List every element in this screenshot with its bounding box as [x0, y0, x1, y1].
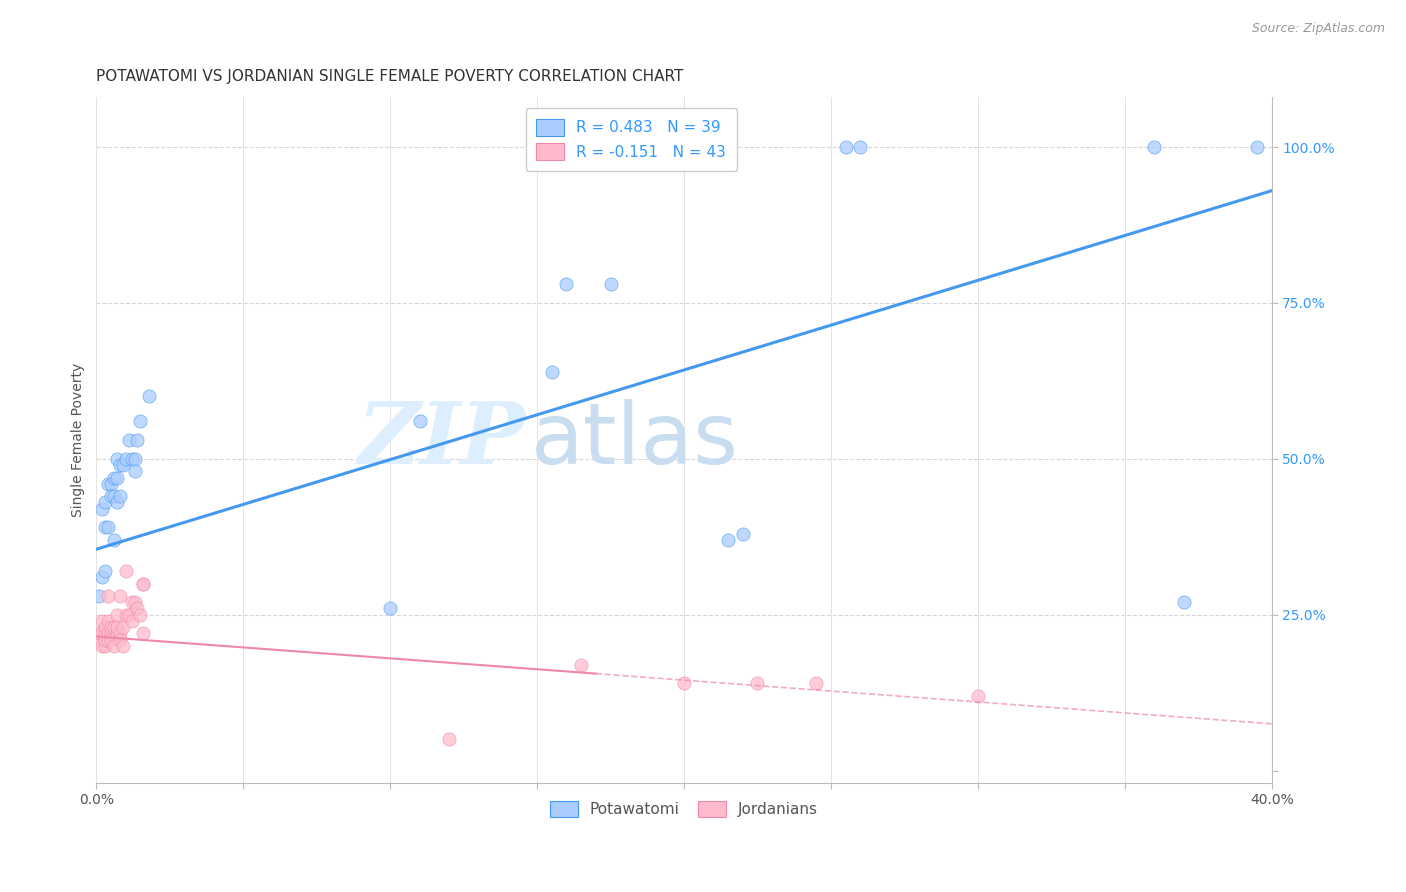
Point: [380, 601, 402, 615]
Point: [91, 639, 114, 653]
Point: [103, 470, 125, 484]
Point: [114, 564, 136, 578]
Point: [1143, 140, 1166, 154]
Point: [124, 451, 146, 466]
Point: [108, 458, 131, 472]
Text: POTAWATOMI VS JORDANIAN SINGLE FEMALE POVERTY CORRELATION CHART: POTAWATOMI VS JORDANIAN SINGLE FEMALE PO…: [97, 69, 683, 84]
Point: [1246, 140, 1268, 154]
Point: [105, 607, 128, 622]
Point: [118, 433, 141, 447]
Point: [97, 589, 120, 603]
Point: [127, 601, 149, 615]
Point: [105, 620, 128, 634]
Point: [121, 451, 143, 466]
Point: [121, 614, 143, 628]
Point: [111, 639, 134, 653]
Point: [747, 676, 769, 690]
Point: [91, 570, 114, 584]
Point: [103, 620, 125, 634]
Point: [89, 589, 111, 603]
Point: [100, 632, 122, 647]
Point: [97, 614, 120, 628]
Point: [108, 632, 131, 647]
Point: [97, 626, 120, 640]
Point: [105, 495, 128, 509]
Point: [111, 458, 134, 472]
Point: [540, 365, 562, 379]
Point: [94, 564, 117, 578]
Point: [555, 277, 578, 292]
Point: [673, 676, 696, 690]
Point: [121, 595, 143, 609]
Point: [105, 451, 128, 466]
Point: [717, 533, 740, 547]
Point: [105, 470, 128, 484]
Point: [100, 626, 122, 640]
Point: [105, 626, 128, 640]
Point: [94, 626, 117, 640]
Point: [114, 607, 136, 622]
Point: [437, 732, 460, 747]
Point: [91, 501, 114, 516]
Point: [1173, 595, 1195, 609]
Text: ZIP: ZIP: [357, 399, 526, 482]
Point: [108, 489, 131, 503]
Point: [599, 277, 621, 292]
Point: [834, 140, 856, 154]
Point: [94, 520, 117, 534]
Point: [91, 626, 114, 640]
Point: [103, 489, 125, 503]
Point: [132, 576, 155, 591]
Point: [108, 626, 131, 640]
Point: [569, 657, 592, 672]
Point: [97, 520, 120, 534]
Point: [103, 639, 125, 653]
Point: [94, 620, 117, 634]
Point: [100, 489, 122, 503]
Point: [118, 607, 141, 622]
Point: [89, 632, 111, 647]
Point: [124, 464, 146, 478]
Point: [103, 533, 125, 547]
Point: [731, 526, 754, 541]
Point: [91, 614, 114, 628]
Point: [108, 589, 131, 603]
Point: [138, 389, 160, 403]
Point: [408, 414, 430, 428]
Point: [97, 476, 120, 491]
Point: [97, 632, 120, 647]
Point: [132, 626, 155, 640]
Point: [111, 620, 134, 634]
Point: [89, 626, 111, 640]
Y-axis label: Single Female Poverty: Single Female Poverty: [72, 363, 86, 517]
Point: [114, 451, 136, 466]
Text: Source: ZipAtlas.com: Source: ZipAtlas.com: [1251, 22, 1385, 36]
Point: [124, 595, 146, 609]
Point: [94, 639, 117, 653]
Point: [100, 620, 122, 634]
Point: [967, 689, 990, 703]
Point: [127, 433, 149, 447]
Point: [94, 632, 117, 647]
Point: [129, 414, 152, 428]
Legend: Potawatomi, Jordanians: Potawatomi, Jordanians: [544, 795, 824, 823]
Point: [132, 576, 155, 591]
Text: atlas: atlas: [531, 399, 740, 482]
Point: [806, 676, 828, 690]
Point: [849, 140, 872, 154]
Point: [94, 495, 117, 509]
Point: [100, 476, 122, 491]
Point: [129, 607, 152, 622]
